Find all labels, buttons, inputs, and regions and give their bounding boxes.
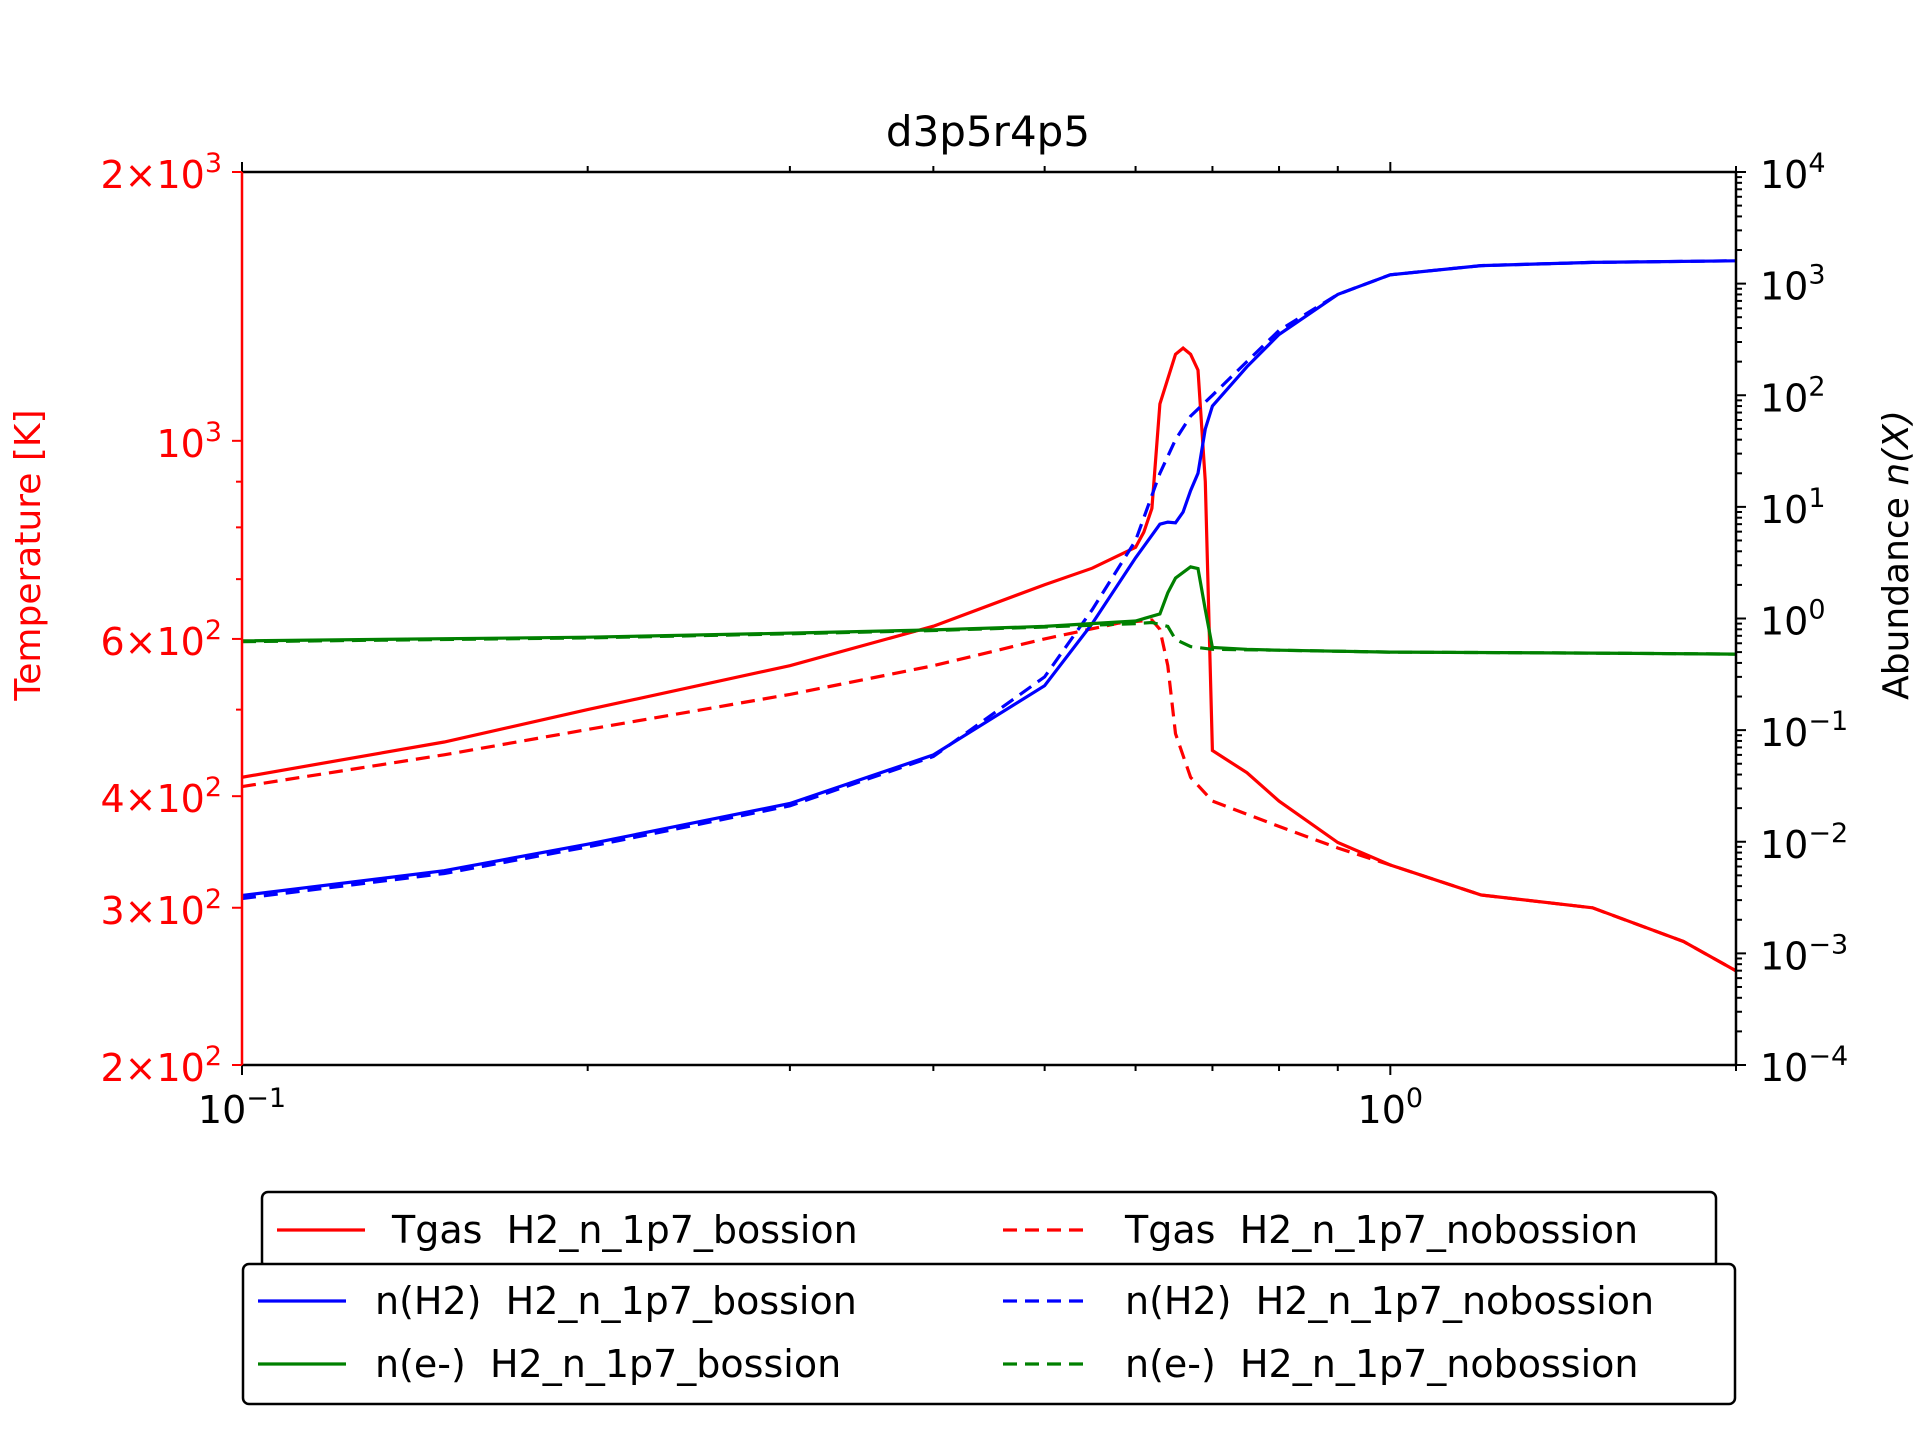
series-line-tgas-h2-n-1p7-nobossion [242,618,1736,973]
series-line-tgas-h2-n-1p7-bossion [242,346,1736,973]
y-right-axis-title-var: n(X) [1876,410,1917,486]
y-right-axis-title-prefix: Abundance [1876,486,1917,700]
legend: Tgas H2_n_1p7_bossion Tgas H2_n_1p7_nobos… [241,1190,1737,1406]
legend-abundance [241,1262,1737,1406]
x-tick-label: 100 [1358,1083,1424,1132]
legend-label-tgas-h2-n-1p7-nobossion: Tgas H2_n_1p7_nobossion [1124,1208,1638,1252]
chart-title: d3p5r4p5 [886,107,1090,156]
y-right-tick-label: 101 [1760,483,1826,532]
series-line-n-e-h2-n-1p7-nobossion [242,620,1736,656]
y-right-axis-title: Abundance n(X) [1876,410,1917,700]
legend-label-n-e-h2-n-1p7-nobossion: n(e-) H2_n_1p7_nobossion [1125,1342,1638,1386]
y-left-tick-label: 2×102 [100,1041,222,1090]
axes [240,170,1738,1067]
y-right-tick-label: 103 [1760,260,1826,309]
plot-lines [242,259,1736,973]
legend-label-n-h2-h2-n-1p7-nobossion: n(H2) H2_n_1p7_nobossion [1125,1279,1654,1323]
y-right-tick-label: 102 [1760,371,1826,420]
y-left-tick-label: 103 [156,417,222,466]
legend-label-tgas-h2-n-1p7-bossion: Tgas H2_n_1p7_bossion [391,1208,858,1252]
y-left-tick-label: 4×102 [100,772,222,821]
legend-label-n-e-h2-n-1p7-bossion: n(e-) H2_n_1p7_bossion [375,1342,841,1386]
y-right-tick-label: 10−3 [1760,929,1848,978]
ticks: 10−1 100 2×103 103 6×102 4×102 3×102 2×102 104 10… [100,148,1848,1132]
legend-label-n-h2-h2-n-1p7-bossion: n(H2) H2_n_1p7_bossion [375,1279,857,1323]
x-tick-label: 10−1 [198,1083,286,1132]
y-left-tick-label: 6×102 [100,615,222,664]
y-left-tick-label: 3×102 [100,884,222,933]
y-right-tick-label: 10−4 [1760,1041,1848,1090]
y-left-tick-label: 2×103 [100,148,222,197]
y-right-tick-label: 100 [1760,595,1826,644]
series-line-n-h2-h2-n-1p7-nobossion [242,259,1736,901]
y-right-tick-label: 104 [1760,148,1826,197]
series-line-n-h2-h2-n-1p7-bossion [242,259,1736,898]
y-left-axis-title: Temperature [K] [8,409,49,701]
y-right-tick-label: 10−1 [1760,706,1848,755]
y-right-tick-label: 10−2 [1760,818,1848,867]
series-line-n-e-h2-n-1p7-bossion [242,565,1736,656]
